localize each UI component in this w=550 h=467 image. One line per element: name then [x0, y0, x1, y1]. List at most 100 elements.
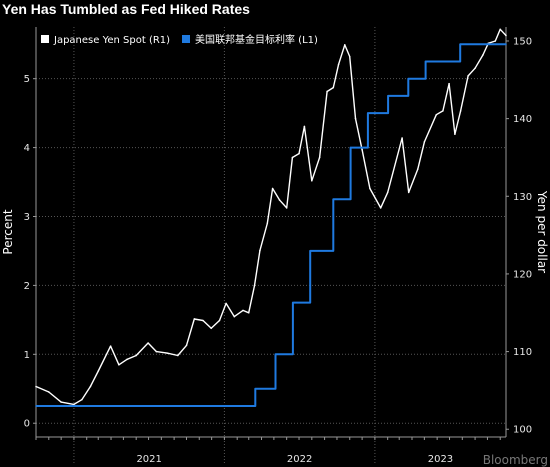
data-point-yen [285, 207, 288, 209]
x-tick-label: 2021 [136, 454, 161, 465]
legend-swatch-yen [41, 35, 49, 43]
data-point-yen [118, 363, 120, 366]
y-left-tick-label: 2 [24, 281, 30, 292]
data-point-yen [247, 311, 250, 314]
y-right-tick-label: 120 [513, 269, 532, 280]
data-point-yen [73, 403, 75, 406]
data-point-yen [401, 137, 403, 139]
legend-label-yen: Japanese Yen Spot (R1) [53, 35, 170, 46]
data-point-yen [326, 90, 328, 93]
series [35, 28, 507, 407]
data-point-yen [386, 191, 389, 194]
legend: Japanese Yen Spot (R1) 美国联邦基金目标利率 (L1) [41, 33, 318, 46]
y-right-tick-label: 110 [513, 347, 532, 358]
data-point-fed-rate [387, 95, 389, 97]
data-point-yen [242, 309, 244, 312]
data-point-yen [218, 319, 221, 322]
data-point-yen [361, 148, 363, 151]
data-point-yen [423, 141, 426, 143]
data-point-yen [185, 344, 188, 347]
data-point-fed-rate [505, 43, 507, 46]
y-right-tick-label: 130 [513, 192, 532, 203]
y-right-axis-title: Yen per dollar [535, 190, 549, 273]
x-tick-label: 2023 [428, 454, 453, 465]
data-point-fed-rate [459, 43, 462, 46]
data-point-yen [166, 352, 168, 354]
data-point-yen [80, 398, 83, 401]
data-point-yen [259, 249, 261, 252]
data-point-yen [467, 75, 469, 77]
data-point-yen [210, 327, 213, 330]
data-point-fed-rate [349, 146, 352, 149]
data-point-yen [505, 34, 507, 37]
data-point-yen [266, 222, 269, 225]
data-point-yen [474, 67, 476, 69]
data-point-fed-rate [332, 198, 335, 201]
data-point-fed-rate [35, 405, 37, 407]
data-point-yen [354, 117, 357, 120]
grid [36, 27, 506, 465]
chart-title: Yen Has Tumbled as Fed Hiked Rates [2, 1, 250, 17]
data-point-yen [177, 354, 179, 357]
axes: 0 1 2 3 4 5 100 110 120 130 140 150 2021 2022 2023 [24, 27, 532, 465]
data-point-fed-rate [367, 112, 369, 114]
data-point-yen [499, 28, 502, 31]
data-point-yen [318, 156, 321, 159]
data-point-yen [448, 82, 450, 85]
data-point-yen [135, 354, 137, 357]
y-left-tick-label: 0 [24, 419, 30, 430]
data-point-fed-rate [424, 60, 427, 63]
data-point-yen [147, 342, 149, 344]
data-point-yen [35, 385, 37, 388]
y-right-tick-label: 150 [513, 36, 532, 47]
data-point-yen [369, 187, 371, 190]
data-point-yen [60, 401, 62, 403]
data-point-yen [303, 125, 306, 128]
y-left-tick-label: 4 [24, 143, 30, 154]
data-point-yen [225, 302, 227, 305]
data-point-yen [454, 133, 456, 135]
data-point-yen [278, 199, 281, 201]
data-point-yen [155, 350, 158, 353]
data-point-yen [193, 318, 196, 320]
data-point-yen [89, 385, 92, 388]
y-right-tick-label: 140 [513, 114, 532, 125]
data-point-yen [298, 152, 300, 155]
y-left-tick-label: 1 [24, 350, 30, 361]
data-point-yen [97, 370, 100, 372]
data-point-yen [379, 207, 382, 209]
data-point-yen [442, 110, 444, 112]
legend-label-fed: 美国联邦基金目标利率 (L1) [195, 33, 318, 46]
series-line-fed-rate [36, 43, 506, 407]
y-right-tick-label: 100 [513, 425, 532, 436]
data-point-yen [126, 358, 128, 361]
data-point-yen [253, 284, 256, 287]
y-left-tick-label: 5 [24, 74, 30, 85]
data-point-yen [459, 110, 462, 112]
data-point-fed-rate [309, 250, 311, 252]
data-point-fed-rate [254, 387, 257, 390]
data-point-yen [202, 319, 204, 322]
data-point-yen [416, 168, 419, 170]
data-point-yen [494, 40, 497, 42]
data-point-fed-rate [274, 353, 277, 356]
data-point-yen [233, 315, 236, 318]
data-point-yen [407, 191, 410, 194]
data-point-yen [348, 55, 351, 58]
data-point-yen [343, 44, 346, 46]
data-point-yen [291, 156, 294, 159]
data-point-yen [311, 179, 313, 182]
data-point-yen [482, 54, 484, 56]
data-point-yen [271, 187, 274, 190]
data-point-yen [109, 345, 112, 347]
data-point-fed-rate [407, 77, 410, 80]
watermark: Bloomberg [483, 453, 548, 467]
data-point-yen [337, 63, 340, 66]
data-point-fed-rate [292, 301, 294, 304]
x-tick-label: 2022 [287, 454, 312, 465]
data-point-yen [47, 391, 50, 393]
data-point-yen [435, 113, 438, 116]
data-point-yen [332, 86, 335, 89]
legend-swatch-fed [182, 35, 190, 43]
